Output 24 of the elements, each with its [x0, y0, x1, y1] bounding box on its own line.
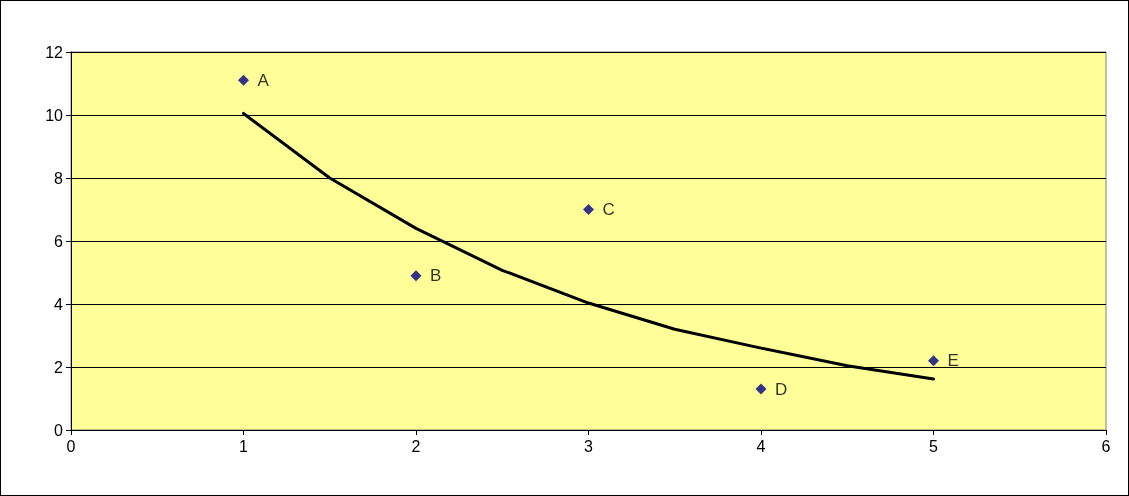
x-tick-label: 4 — [756, 437, 766, 455]
point — [583, 204, 594, 215]
y-tick-label: 6 — [54, 232, 64, 250]
y-tick-label: 4 — [54, 295, 64, 313]
point — [238, 74, 249, 86]
annotation: E — [947, 351, 959, 371]
x-tick-label: 5 — [929, 437, 939, 455]
point — [755, 383, 767, 395]
y-tick-label: 8 — [54, 169, 64, 187]
x-tick-label: 0 — [66, 437, 76, 455]
x-tick-label: 1 — [239, 437, 249, 455]
x-tick-label: 3 — [584, 437, 594, 455]
annotation: C — [602, 200, 615, 219]
y-tick-label: 0 — [54, 421, 64, 439]
x-tick-label: 6 — [1101, 437, 1111, 455]
annotation: B — [430, 266, 442, 286]
point — [410, 270, 422, 282]
y-tick-label: 2 — [54, 358, 64, 376]
annotation: A — [257, 70, 270, 90]
y-tick-label: 10 — [45, 106, 64, 124]
x-tick-label: 2 — [411, 437, 421, 455]
point — [928, 355, 939, 367]
annotation: D — [775, 379, 788, 399]
y-tick-label: 12 — [45, 43, 64, 61]
